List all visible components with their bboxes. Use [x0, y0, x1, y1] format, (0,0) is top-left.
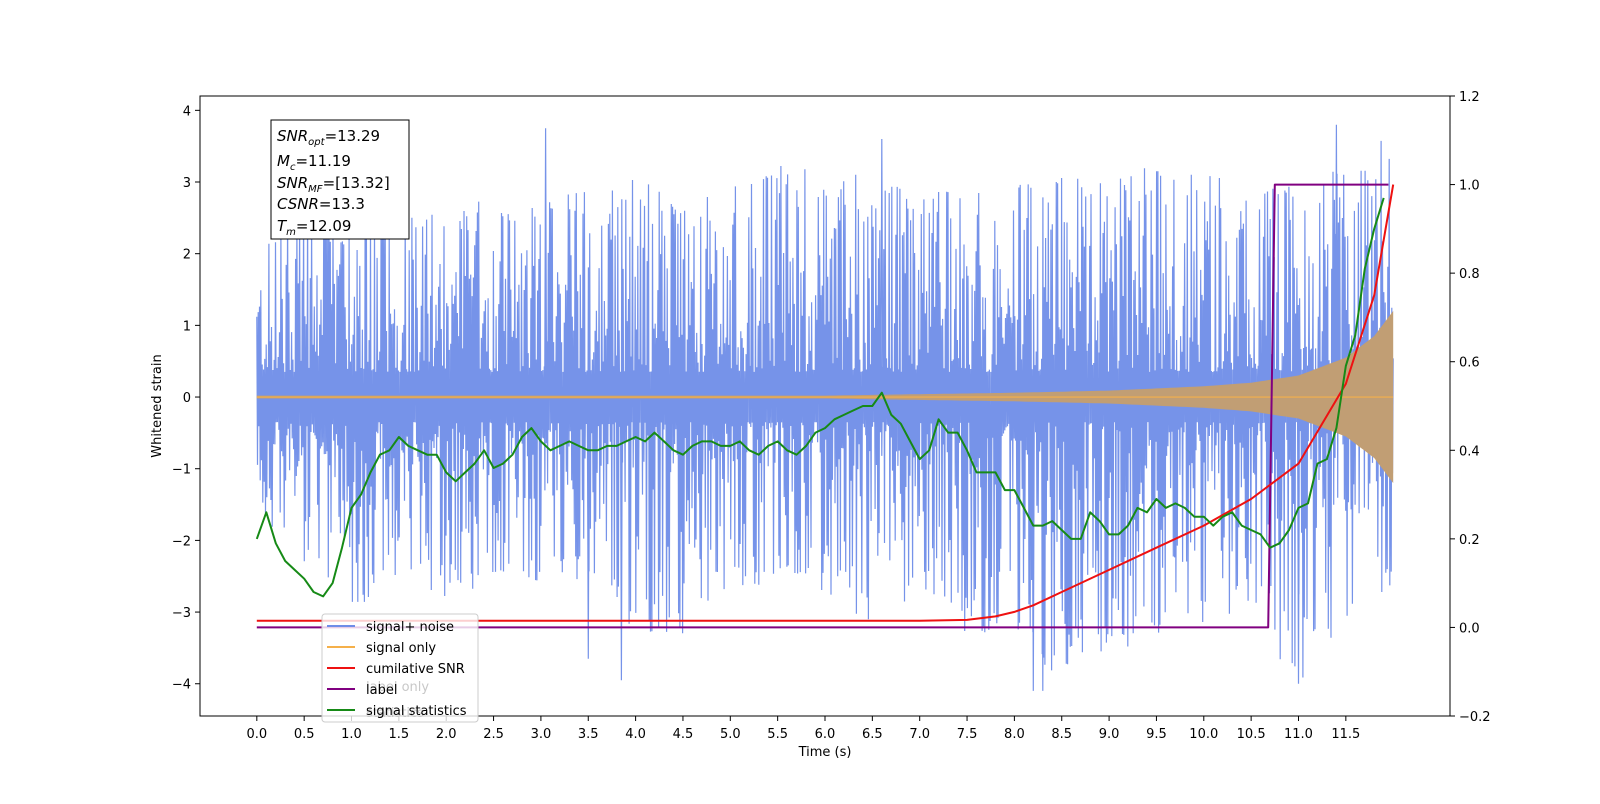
legend-label: cumilative SNR [366, 662, 465, 677]
y-left-tick-label: −2 [172, 534, 191, 549]
x-tick-label: 7.5 [957, 727, 978, 742]
y-right-tick-label: 0.0 [1459, 621, 1480, 636]
y-right-tick-label: 0.2 [1459, 533, 1480, 548]
y-right-tick-label: 0.4 [1459, 444, 1480, 459]
plot-area [255, 124, 1395, 691]
y-left-tick-label: −4 [172, 678, 191, 693]
y-left-tick-label: 1 [183, 319, 191, 334]
stats-annotation-box: SNRopt=13.29 Mc=11.19SNRMF=[13.32]CSNR=13… [270, 119, 410, 240]
series-cumulative-snr-line [256, 184, 1395, 622]
stats-box-frame [270, 119, 410, 240]
x-tick-label: 8.5 [1051, 727, 1072, 742]
x-tick-label: 2.0 [436, 727, 457, 742]
y-axis-title: Whitened strain [150, 354, 165, 457]
y-left-tick-label: −1 [172, 463, 191, 478]
x-axis-title: Time (s) [798, 745, 852, 760]
x-tick-label: 4.0 [625, 727, 646, 742]
y-left-tick-label: −3 [172, 606, 191, 621]
x-tick-label: 5.5 [767, 727, 788, 742]
y-right-tick-label: 1.2 [1459, 90, 1480, 105]
stats-line: SNRopt=13.29 [277, 127, 380, 148]
series-signal-noise-line [256, 124, 1394, 691]
x-tick-label: 8.0 [1004, 727, 1025, 742]
x-tick-label: 6.0 [815, 727, 836, 742]
legend-frame [321, 613, 479, 723]
stats-line: CSNR=13.3 [277, 195, 365, 213]
x-tick-label: 2.5 [483, 727, 504, 742]
y-right-tick-label: 1.0 [1459, 179, 1480, 194]
y-right-tick-label: 0.6 [1459, 356, 1480, 371]
x-tick-label: 7.0 [909, 727, 930, 742]
y-left-tick-label: 2 [183, 248, 191, 263]
x-tick-label: 6.5 [862, 727, 883, 742]
x-tick-label: 10.0 [1189, 727, 1218, 742]
x-tick-label: 9.0 [1099, 727, 1120, 742]
x-tick-label: 1.5 [389, 727, 410, 742]
y-left-tick-label: 3 [183, 176, 191, 191]
x-tick-label: 11.5 [1331, 727, 1360, 742]
legend-label: signal+ noise [366, 620, 454, 635]
series-label-line [256, 183, 1389, 629]
legend-overlap-text: label only [366, 680, 429, 695]
stats-line: Mc=11.19 [277, 152, 351, 173]
y-right-tick-label: 0.8 [1459, 267, 1480, 282]
stats-line: SNRMF=[13.32] [277, 174, 390, 195]
x-tick-label: 11.0 [1284, 727, 1313, 742]
x-tick-label: 5.0 [720, 727, 741, 742]
x-tick-label: 3.5 [578, 727, 599, 742]
legend-label: signal statistics [366, 704, 467, 719]
x-tick-label: 10.5 [1237, 727, 1266, 742]
axes: 0.0 0.5 1.0 1.5 2.0 2.5 3.0 3.5 4.0 4.5 5.0 5.5 6.0 6… [172, 90, 1491, 742]
x-tick-label: 0.5 [294, 727, 315, 742]
x-tick-label: 9.5 [1146, 727, 1167, 742]
y-right-tick-label: −0.2 [1459, 710, 1491, 725]
x-tick-label: 4.5 [673, 727, 694, 742]
x-tick-label: 3.0 [531, 727, 552, 742]
x-tick-label: 0.0 [246, 727, 267, 742]
series-signal-statistics-line [255, 197, 1385, 598]
legend-overlap-text: statistics [366, 706, 424, 721]
x-tick-label: 1.0 [341, 727, 362, 742]
stats-line: Tm=12.09 [277, 217, 351, 238]
y-left-tick-label: 4 [183, 104, 191, 119]
legend: label only statistics signal+ noise signal … [321, 613, 479, 723]
legend-label: label [366, 683, 397, 698]
legend-label: signal only [366, 641, 436, 656]
y-left-tick-label: 0 [183, 391, 191, 406]
